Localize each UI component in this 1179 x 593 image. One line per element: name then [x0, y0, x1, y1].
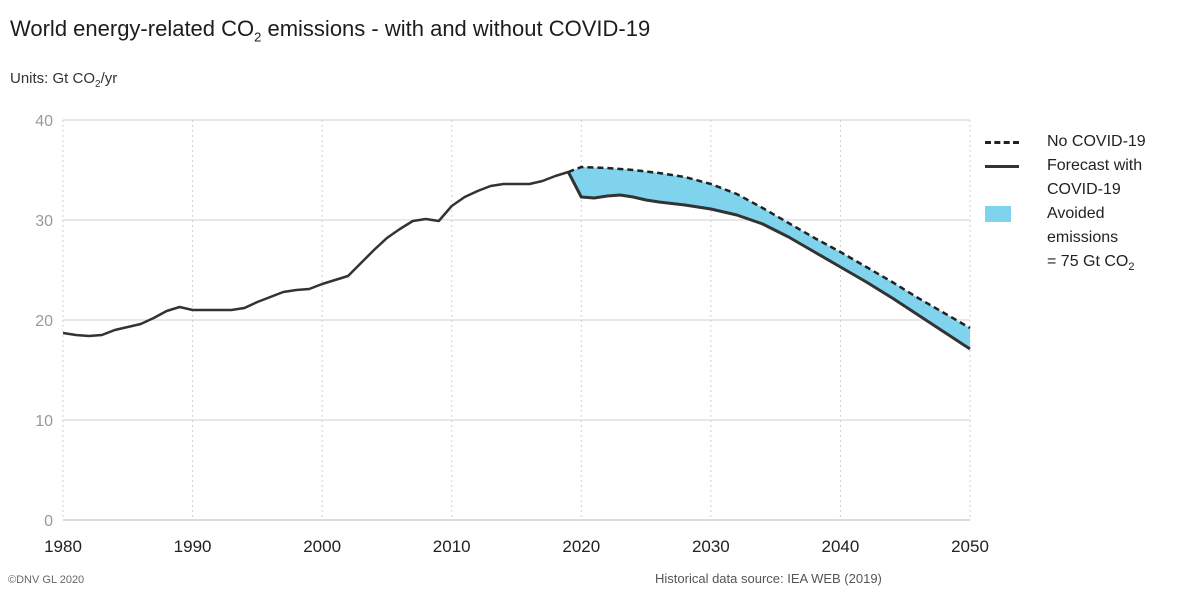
- fill-swatch: [985, 206, 1011, 222]
- copyright: ©DNV GL 2020: [8, 574, 85, 586]
- legend-forecast: Forecast with COVID-19: [985, 154, 1146, 202]
- x-tick-label: 2020: [562, 537, 600, 556]
- data-source: Historical data source: IEA WEB (2019): [655, 571, 882, 586]
- y-tick-label: 20: [35, 313, 53, 330]
- legend-avoided: Avoided emissions = 75 Gt CO2: [985, 202, 1146, 279]
- x-tick-label: 1980: [44, 537, 82, 556]
- chart-legend: No COVID-19 Forecast with COVID-19 Avoid…: [985, 130, 1146, 279]
- y-tick-label: 10: [35, 413, 53, 430]
- y-tick-label: 40: [35, 113, 53, 130]
- history-line: [62, 170, 569, 338]
- solid-line-swatch: [985, 165, 1019, 168]
- y-tick-label: 30: [35, 213, 53, 230]
- x-tick-label: 2000: [303, 537, 341, 556]
- x-tick-label: 2010: [433, 537, 471, 556]
- x-tick-label: 2030: [692, 537, 730, 556]
- no-covid-line: [567, 165, 971, 330]
- x-tick-label: 2040: [822, 537, 860, 556]
- y-tick-label: 0: [44, 513, 53, 530]
- units-label: Units: Gt CO2/yr: [10, 70, 118, 90]
- x-tick-label: 2050: [951, 537, 989, 556]
- avoided-emissions-area: [568, 167, 970, 349]
- x-tick-label: 1990: [174, 537, 212, 556]
- chart-title: World energy-related CO2 emissions - wit…: [10, 16, 651, 45]
- dashed-line-swatch: [985, 141, 1019, 144]
- forecast-covid-line: [566, 171, 971, 351]
- legend-no-covid: No COVID-19: [985, 130, 1146, 154]
